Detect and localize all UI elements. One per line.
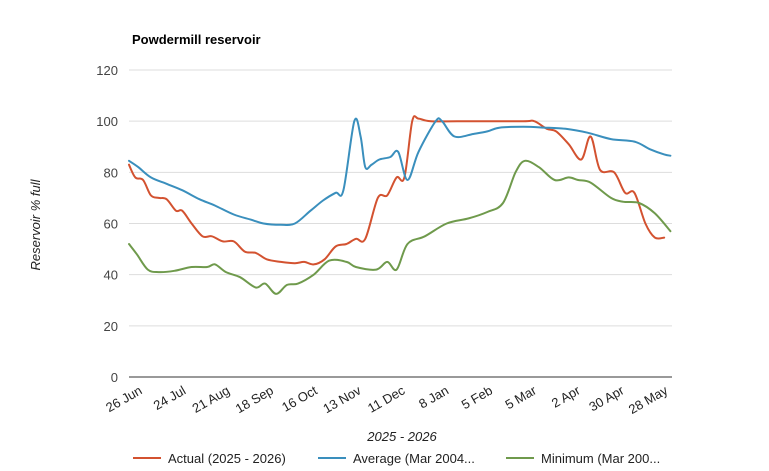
y-tick-label: 40 [104,268,118,283]
x-tick-label: 16 Oct [279,382,320,414]
x-tick-label: 18 Sep [233,383,276,417]
x-tick-label: 2 Apr [549,382,583,411]
x-tick-label: 11 Dec [365,382,408,415]
x-tick-label: 8 Jan [416,383,451,412]
chart-title: Powdermill reservoir [132,32,261,47]
x-tick-label: 13 Nov [320,382,364,416]
grid [129,69,672,378]
y-tick-label: 80 [104,165,118,180]
x-axis-ticks: 26 Jun 24 Jul 21 Aug 18 Sep 16 Oct 13 Nov 11 D… [103,382,671,417]
x-tick-label: 30 Apr [586,382,627,414]
y-axis-ticks: 0 20 40 60 80 100 120 [96,63,118,385]
y-tick-label: 100 [96,114,118,129]
legend-item-average[interactable]: Average (Mar 2004... [318,451,475,466]
legend-label: Actual (2025 - 2026) [168,451,286,466]
y-axis-label: Reservoir % full [28,178,43,270]
legend-label: Minimum (Mar 200... [541,451,660,466]
x-tick-label: 5 Feb [459,383,495,413]
y-tick-label: 120 [96,63,118,78]
x-tick-label: 26 Jun [103,383,144,416]
series-line-average [128,117,672,227]
x-tick-label: 21 Aug [190,383,233,416]
x-tick-label: 24 Jul [151,383,189,413]
legend: Actual (2025 - 2026) Average (Mar 2004...… [133,451,660,466]
legend-item-minimum[interactable]: Minimum (Mar 200... [506,451,660,466]
y-tick-label: 20 [104,319,118,334]
legend-label: Average (Mar 2004... [353,451,475,466]
legend-item-actual[interactable]: Actual (2025 - 2026) [133,451,286,466]
y-tick-label: 60 [104,217,118,232]
x-tick-label: 28 May [626,382,671,417]
y-tick-label: 0 [111,370,118,385]
x-tick-label: 5 Mar [503,382,540,412]
x-axis-label: 2025 - 2026 [366,429,437,444]
series-line-actual [128,115,666,266]
series-lines [128,115,672,295]
series-line-minimum [128,159,672,295]
